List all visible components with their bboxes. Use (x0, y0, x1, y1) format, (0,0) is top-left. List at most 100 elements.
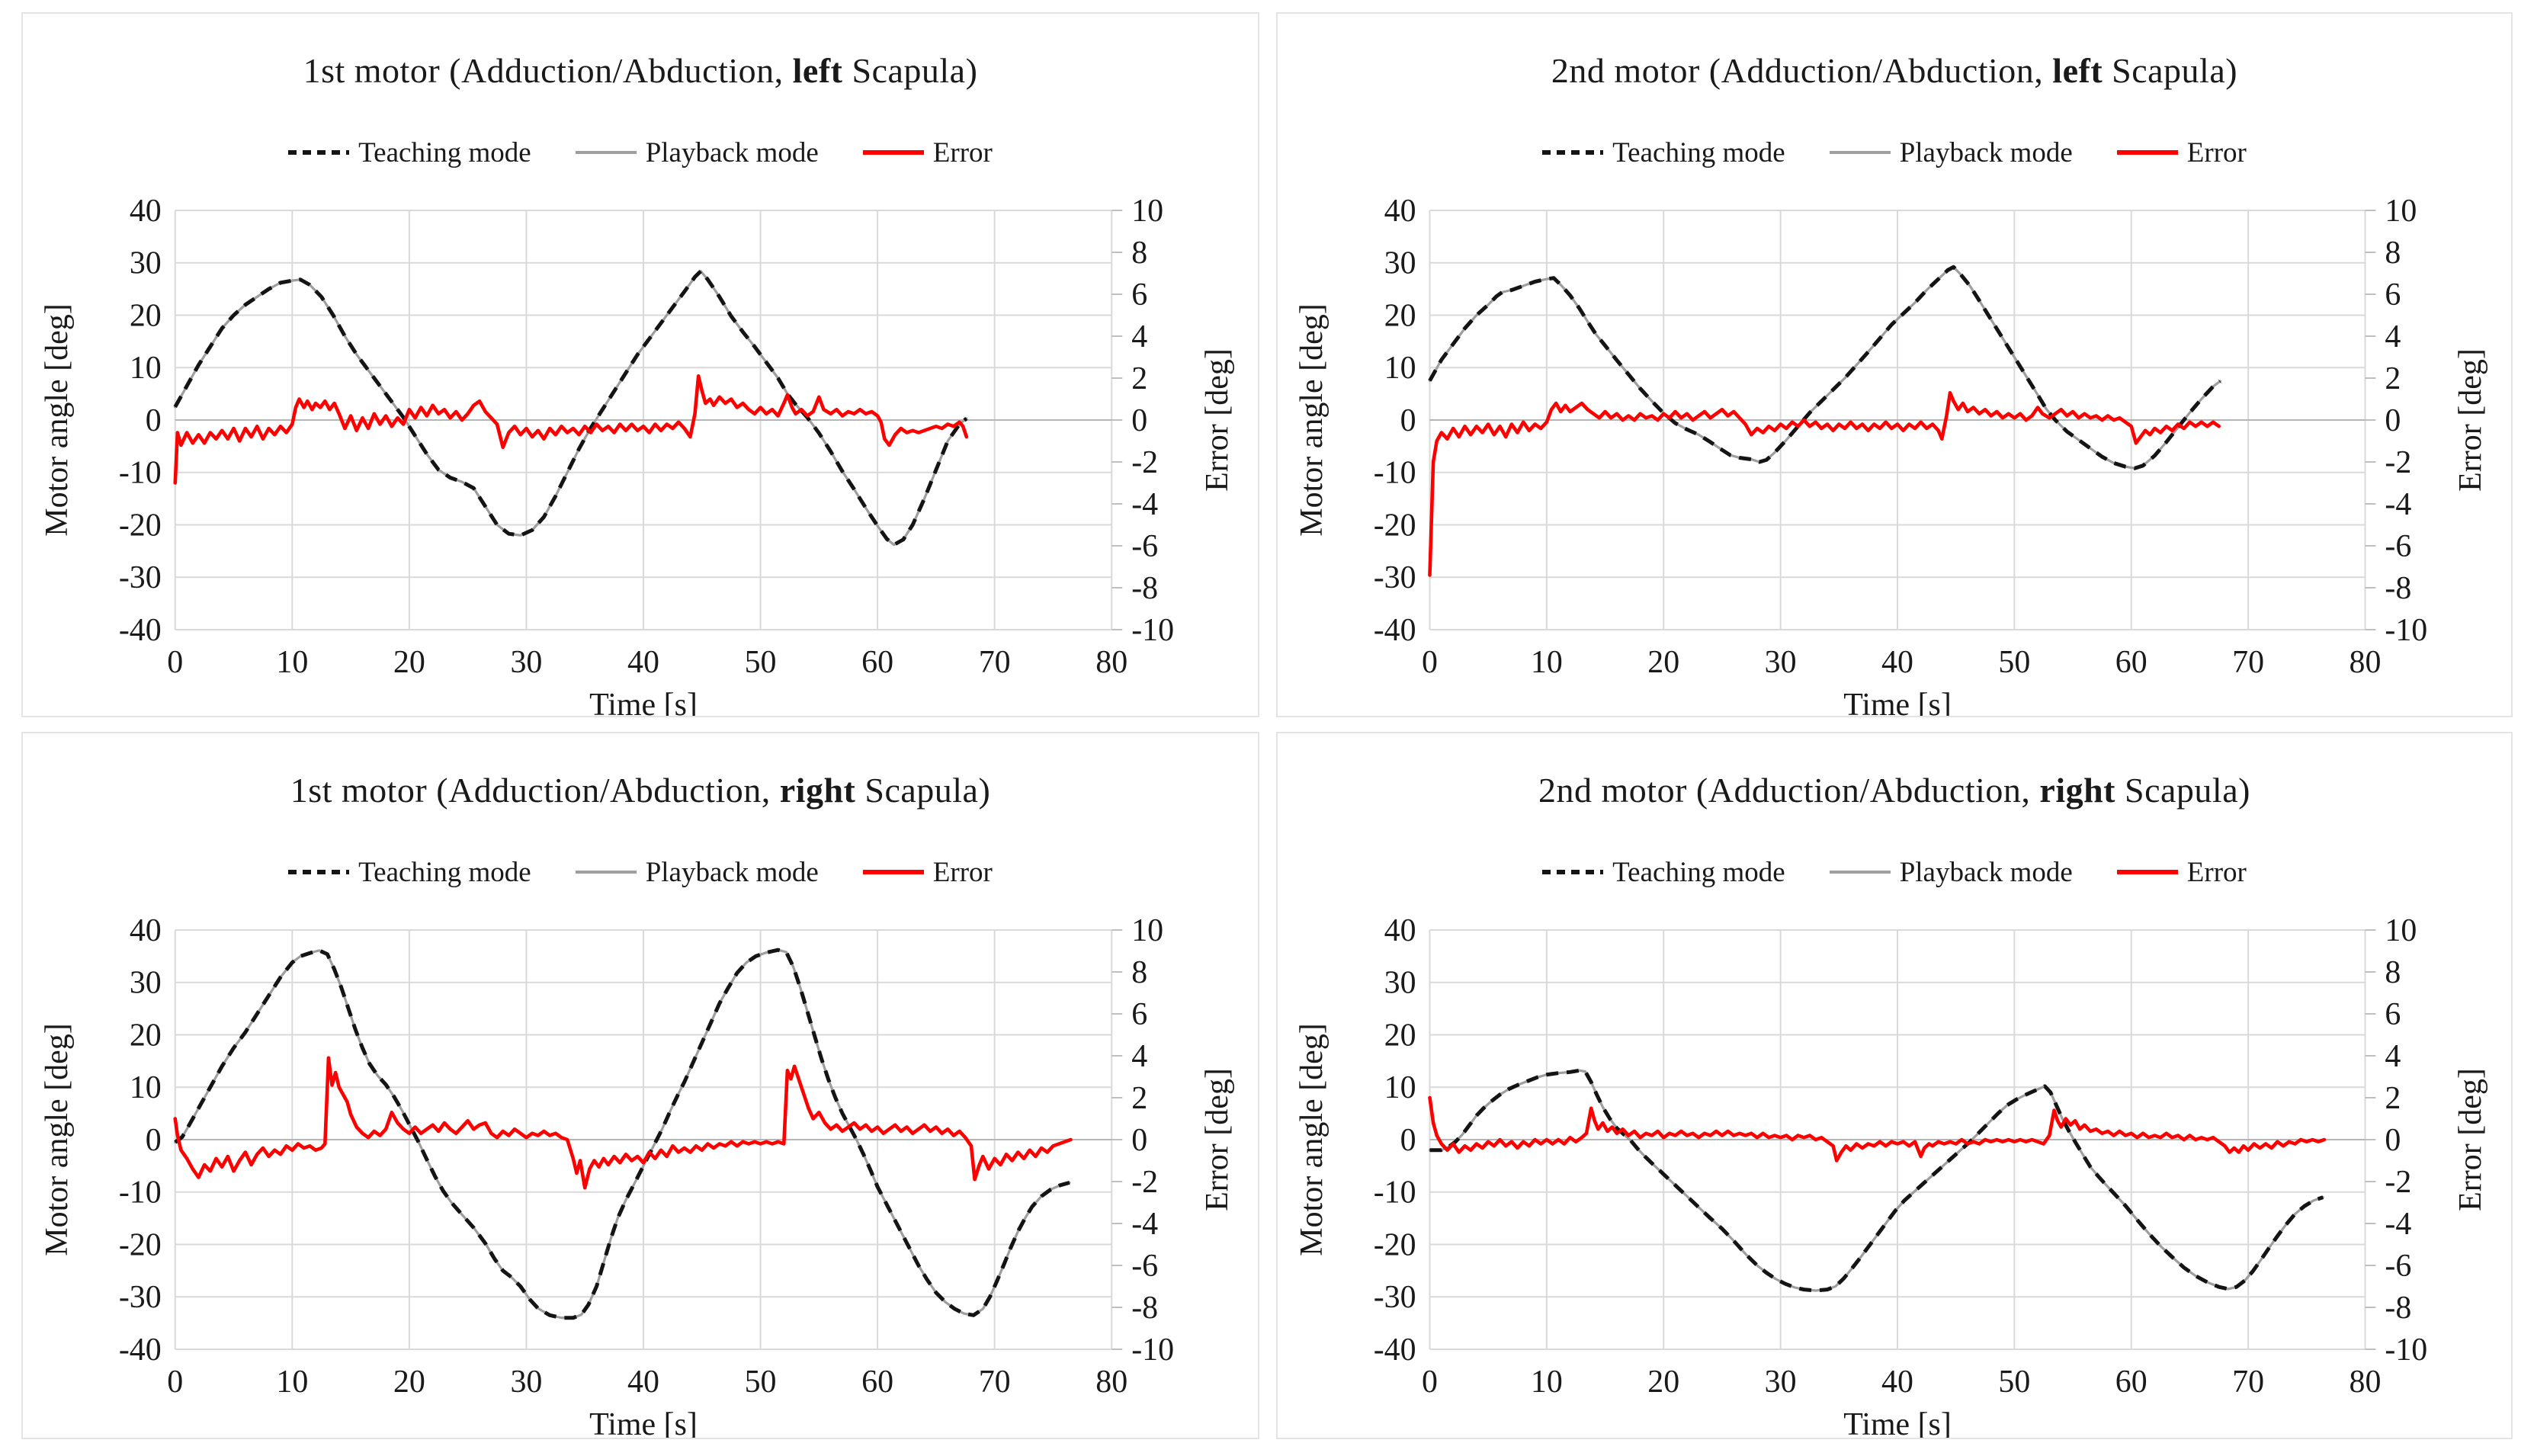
y-right-tick-label: -8 (1131, 1291, 1158, 1326)
x-tick-label: 80 (1095, 645, 1127, 680)
y-right-tick-label: 4 (2385, 1039, 2401, 1074)
chart-title-prefix: 1st motor (Adduction/Abduction, (290, 771, 780, 810)
chart-title-bold-word: right (2039, 771, 2116, 810)
x-tick-label: 50 (745, 645, 777, 680)
legend-label: Playback mode (645, 136, 819, 168)
y-left-tick-label: -40 (1374, 613, 1416, 648)
y-left-tick-label: 10 (1384, 351, 1416, 386)
chart-title-suffix: Scapula) (2115, 771, 2250, 810)
x-tick-label: 30 (1765, 1365, 1797, 1400)
y-right-tick-label: -8 (2385, 1291, 2411, 1326)
chart-canvas: 403020100-10-20-30-401086420-2-4-6-8-100… (40, 913, 1235, 1438)
y-right-tick-label: -2 (2385, 1165, 2411, 1200)
y-left-tick-label: -10 (119, 1175, 162, 1211)
y-right-tick-label: 10 (1131, 913, 1163, 948)
legend-item-playback-mode: Playback mode (1829, 856, 2073, 889)
legend-label: Playback mode (1899, 856, 2073, 888)
x-tick-label: 40 (1881, 1365, 1913, 1400)
y-right-tick-label: -10 (2385, 613, 2427, 648)
x-tick-label: 60 (861, 1365, 893, 1400)
legend: Teaching mode Playback mode Error (23, 854, 1258, 890)
y-left-axis-title: Motor angle [deg] (40, 1023, 75, 1256)
legend-label: Error (2186, 856, 2247, 888)
y-right-axis-title: Error [deg] (1200, 1068, 1235, 1211)
error-series (1428, 1095, 2327, 1163)
x-tick-label: 40 (627, 1365, 659, 1400)
y-right-tick-label: 0 (1131, 1123, 1147, 1158)
y-left-tick-label: 0 (1400, 1123, 1416, 1158)
chart-title-prefix: 2nd motor (Adduction/Abduction, (1538, 771, 2040, 810)
y-right-tick-label: -2 (1131, 1165, 1158, 1200)
y-left-tick-label: -30 (119, 1280, 162, 1315)
y-right-tick-label: -4 (1131, 487, 1158, 522)
y-right-tick-label: -4 (2385, 487, 2411, 522)
y-left-tick-label: 30 (130, 966, 162, 1001)
y-right-tick-label: -6 (2385, 529, 2411, 564)
y-left-tick-label: -10 (119, 456, 162, 491)
y-right-tick-label: -2 (2385, 445, 2411, 480)
x-tick-label: 20 (393, 1365, 425, 1400)
chart-title: 2nd motor (Adduction/Abduction, right Sc… (1278, 770, 2511, 810)
y-left-tick-label: 20 (1384, 298, 1416, 333)
x-tick-label: 20 (1647, 645, 1679, 680)
y-left-tick-label: 30 (1384, 966, 1416, 1001)
y-right-tick-label: 4 (1131, 319, 1147, 354)
chart-title-suffix: Scapula) (2103, 51, 2238, 90)
y-right-tick-label: -8 (1131, 571, 1158, 606)
y-right-tick-label: -2 (1131, 445, 1158, 480)
y-right-tick-label: 6 (1131, 277, 1147, 313)
chart-canvas: 403020100-10-20-30-401086420-2-4-6-8-100… (1294, 913, 2488, 1438)
chart-title-prefix: 2nd motor (Adduction/Abduction, (1551, 51, 2053, 90)
error-line-icon (862, 150, 924, 155)
chart-title-bold-word: right (779, 771, 856, 810)
chart-canvas: 403020100-10-20-30-401086420-2-4-6-8-100… (1294, 194, 2488, 716)
y-left-tick-label: 20 (130, 298, 162, 333)
y-left-tick-label: -10 (1374, 456, 1416, 491)
legend-item-teaching-mode: Teaching mode (288, 136, 531, 169)
y-right-axis-title: Error [deg] (1200, 348, 1235, 492)
x-tick-label: 70 (979, 645, 1011, 680)
teaching-dashed-line-icon (1542, 150, 1604, 155)
y-left-tick-label: -10 (1374, 1175, 1416, 1211)
legend-label: Teaching mode (358, 136, 531, 168)
x-tick-label: 40 (1881, 645, 1913, 680)
x-tick-label: 60 (861, 645, 893, 680)
legend-item-error: Error (862, 856, 993, 889)
x-tick-label: 70 (2232, 1365, 2264, 1400)
y-right-tick-label: -6 (2385, 1249, 2411, 1284)
y-right-tick-label: 8 (1131, 955, 1147, 990)
legend-label: Playback mode (1899, 136, 2073, 168)
y-right-tick-label: 8 (2385, 955, 2401, 990)
legend: Teaching mode Playback mode Error (23, 134, 1258, 171)
legend-item-teaching-mode: Teaching mode (288, 856, 531, 889)
y-left-tick-label: -20 (119, 1227, 162, 1262)
x-tick-label: 30 (1765, 645, 1797, 680)
y-right-tick-label: -4 (1131, 1207, 1158, 1242)
y-left-tick-label: -40 (119, 613, 162, 648)
teaching-series (173, 269, 968, 547)
y-right-tick-label: 0 (2385, 1123, 2401, 1158)
legend-item-error: Error (862, 136, 993, 169)
chart-title-suffix: Scapula) (842, 51, 978, 90)
legend-label: Playback mode (645, 856, 819, 888)
error-series (1428, 390, 2221, 577)
y-right-tick-label: -6 (1131, 1249, 1158, 1284)
playback-series (174, 948, 1071, 1320)
x-tick-label: 50 (1998, 645, 2030, 680)
x-tick-label: 0 (167, 645, 183, 680)
y-left-tick-label: -20 (1374, 1227, 1416, 1262)
error-line-icon (862, 870, 924, 874)
y-right-tick-label: 10 (2385, 194, 2417, 229)
y-left-tick-label: 0 (146, 1123, 162, 1158)
legend-label: Error (932, 856, 993, 888)
y-right-tick-label: -10 (1131, 613, 1174, 648)
x-tick-label: 40 (627, 645, 659, 680)
x-tick-label: 50 (1998, 1365, 2030, 1400)
y-left-tick-label: 40 (130, 913, 162, 948)
x-tick-label: 60 (2115, 645, 2147, 680)
y-right-tick-label: 0 (1131, 403, 1147, 438)
x-tick-label: 30 (510, 645, 542, 680)
y-right-tick-label: 8 (2385, 236, 2401, 271)
chart-panel-1st-motor-left-scapula: 1st motor (Adduction/Abduction, left Sca… (21, 12, 1259, 717)
